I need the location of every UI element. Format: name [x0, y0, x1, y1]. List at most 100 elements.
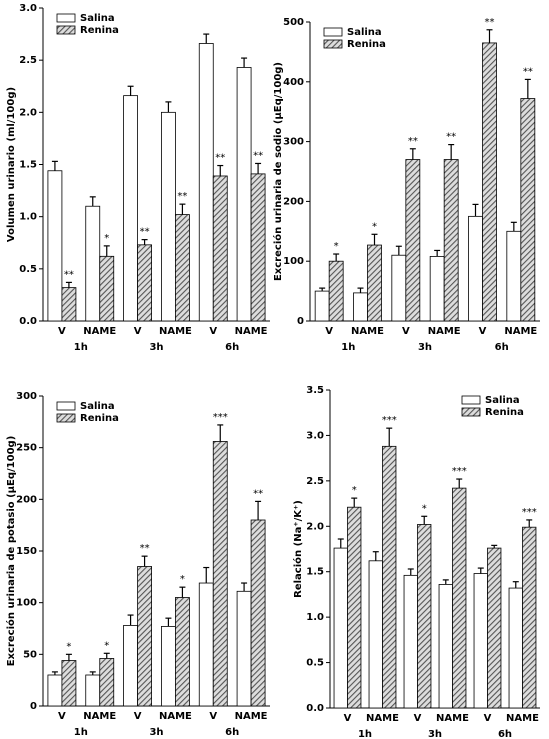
x-tick-label: NAME [506, 713, 539, 724]
bar [85, 674, 101, 707]
y-tick-label: 250 [16, 443, 37, 454]
legend-label: Renina [485, 407, 524, 418]
group-label: 6h [225, 342, 239, 353]
bar [175, 597, 190, 707]
significance-label: * [66, 641, 71, 652]
bar [198, 582, 214, 707]
bar [161, 626, 176, 707]
bar [368, 560, 383, 709]
y-tick-label: 300 [283, 137, 304, 148]
legend-label: Salina [485, 395, 520, 406]
bar [123, 625, 138, 707]
bar [452, 487, 467, 709]
y-tick-label: 2.0 [19, 107, 37, 118]
legend-label: Salina [80, 13, 115, 24]
x-tick-label: NAME [235, 326, 268, 337]
significance-label: ** [446, 132, 456, 143]
y-axis-label: Volumen urinario (ml/100g) [6, 87, 17, 242]
y-tick-label: 0.5 [306, 658, 324, 669]
y-tick-label: 3.0 [19, 3, 37, 14]
legend-swatch [56, 25, 76, 35]
bar [522, 526, 537, 709]
bar [403, 574, 418, 709]
y-tick-label: 1.0 [19, 212, 37, 223]
y-tick-label: 2.0 [306, 521, 324, 532]
legend-swatch [461, 407, 481, 417]
group-label: 3h [149, 727, 163, 738]
bar [61, 660, 77, 707]
bar [506, 230, 522, 322]
significance-label: ** [408, 136, 418, 147]
bar [212, 175, 228, 322]
bar [468, 215, 483, 322]
y-tick-label: 0.0 [306, 703, 324, 714]
legend-label: Renina [347, 39, 386, 50]
bar [482, 42, 497, 322]
y-tick-label: 2.5 [306, 476, 324, 487]
bar [250, 519, 266, 707]
x-tick-label: NAME [83, 326, 116, 337]
y-tick-label: 150 [16, 546, 37, 557]
bar [236, 67, 252, 322]
significance-label: *** [382, 415, 397, 426]
x-tick-label: V [58, 326, 66, 337]
legend-label: Renina [80, 25, 119, 36]
y-tick-label: 2.5 [19, 55, 37, 66]
x-tick-label: NAME [83, 711, 116, 722]
group-label: 3h [418, 342, 432, 353]
y-tick-label: 200 [283, 196, 304, 207]
bar [473, 573, 488, 709]
bar [429, 256, 445, 322]
bar [85, 205, 101, 322]
x-tick-label: NAME [366, 713, 399, 724]
group-label: 6h [225, 727, 239, 738]
significance-label: * [104, 233, 109, 244]
significance-label: * [180, 574, 185, 585]
x-tick-label: NAME [428, 326, 461, 337]
group-label: 1h [74, 342, 88, 353]
significance-label: ** [177, 191, 187, 202]
x-tick-label: V [479, 326, 487, 337]
significance-label: *** [452, 466, 467, 477]
significance-label: ** [485, 17, 495, 28]
x-tick-label: NAME [436, 713, 469, 724]
y-tick-label: 3.5 [306, 385, 324, 396]
bar [47, 674, 63, 707]
group-label: 1h [341, 342, 355, 353]
bar [236, 590, 252, 707]
legend-swatch [56, 401, 76, 411]
y-tick-label: 3.0 [306, 430, 324, 441]
x-tick-label: V [209, 711, 217, 722]
x-tick-label: NAME [235, 711, 268, 722]
bar [333, 547, 348, 709]
group-label: 1h [74, 727, 88, 738]
y-tick-label: 0.5 [19, 264, 37, 275]
y-tick-label: 1.5 [19, 160, 37, 171]
bar [508, 587, 523, 709]
y-tick-label: 200 [16, 494, 37, 505]
bar [520, 98, 536, 322]
bar [175, 214, 190, 322]
x-tick-label: NAME [504, 326, 537, 337]
y-tick-label: 0.0 [19, 316, 37, 327]
bar [353, 292, 368, 322]
bar [198, 43, 214, 322]
legend-swatch [323, 39, 343, 49]
y-tick-label: 0 [30, 701, 37, 712]
significance-label: * [334, 241, 339, 252]
bar [487, 547, 502, 709]
bar [137, 566, 152, 707]
group-label: 3h [149, 342, 163, 353]
bar [61, 287, 77, 322]
significance-label: ** [215, 153, 225, 164]
bar [328, 260, 344, 322]
y-tick-label: 0 [297, 316, 304, 327]
bar [382, 445, 397, 709]
group-label: 6h [495, 342, 509, 353]
x-tick-label: V [325, 326, 333, 337]
y-tick-label: 1.0 [306, 612, 324, 623]
legend-swatch [461, 395, 481, 405]
significance-label: ** [253, 488, 263, 499]
x-tick-label: NAME [159, 711, 192, 722]
bar [250, 173, 266, 322]
